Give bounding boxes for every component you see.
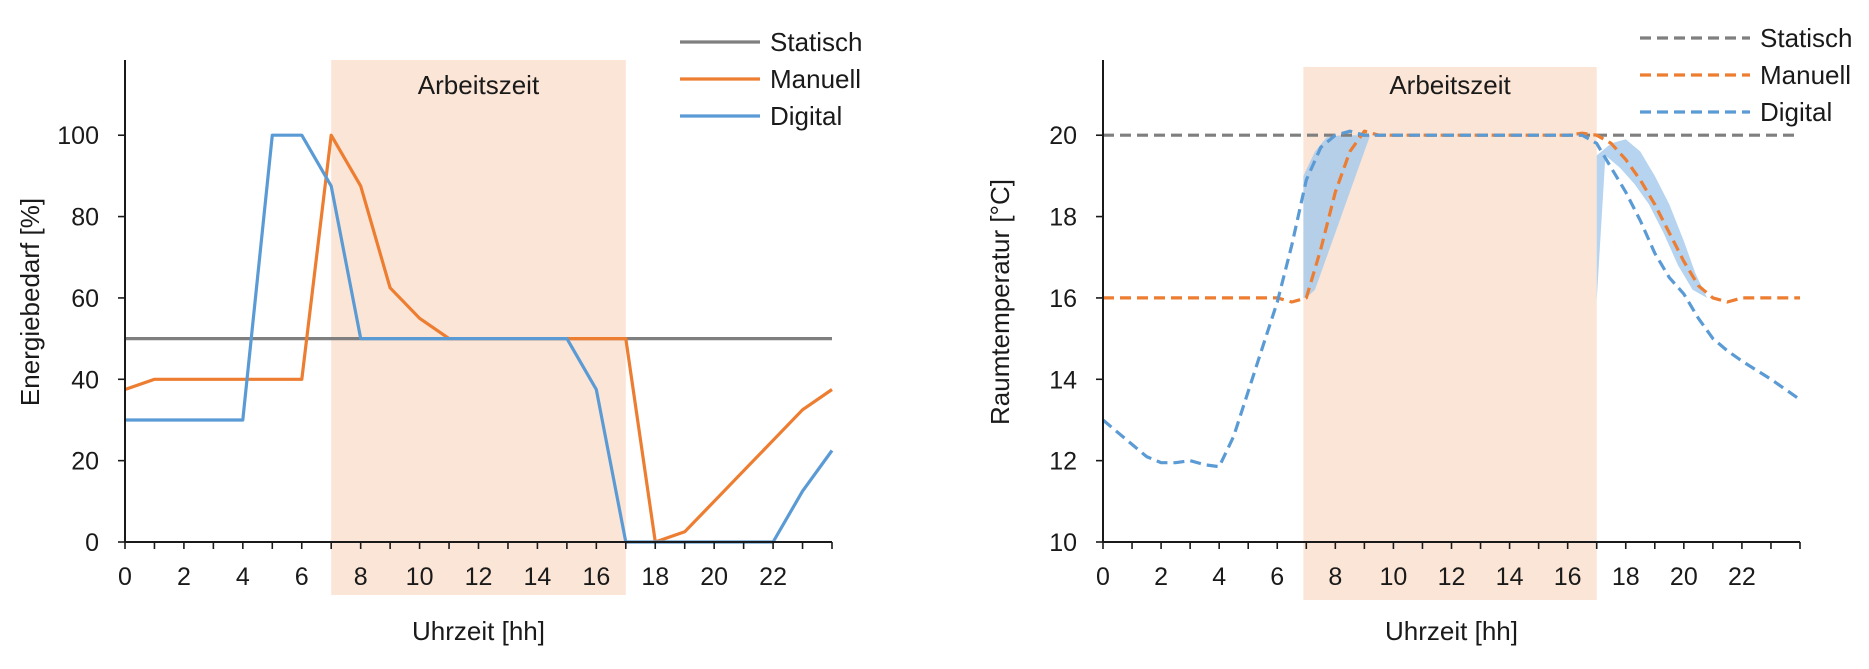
x-axis-label: Uhrzeit [hh]	[412, 616, 545, 646]
x-tick-label: 22	[759, 563, 787, 591]
x-tick-label: 0	[1096, 563, 1110, 591]
shaded-area-1	[1303, 135, 1371, 298]
y-tick-label: 10	[1049, 529, 1077, 557]
y-tick-label: 100	[57, 122, 99, 150]
legend: Statisch Manuell Digital	[680, 27, 863, 131]
y-tick-labels: 0 20 40 60 80 100	[57, 122, 99, 557]
x-tick-label: 22	[1728, 563, 1756, 591]
x-tick-label: 16	[1554, 563, 1582, 591]
shaded-area-2	[1596, 139, 1708, 300]
axes	[1096, 60, 1801, 549]
x-tick-label: 12	[1438, 563, 1466, 591]
legend-label-manuell: Manuell	[1760, 60, 1851, 90]
x-tick-label: 14	[1496, 563, 1524, 591]
y-tick-label: 20	[1049, 122, 1077, 150]
x-tick-label: 0	[118, 563, 132, 591]
x-tick-label: 8	[354, 563, 368, 591]
x-tick-labels: 0 2 4 6 8 10 12 14 16 18 20 22	[118, 563, 787, 591]
legend-label-digital: Digital	[770, 101, 842, 131]
energy-demand-chart: Arbeitszeit 0 2 4 6 8 10 12 14 16 18 20 22 0 20 40 60 8…	[15, 27, 862, 646]
x-tick-label: 20	[700, 563, 728, 591]
x-tick-label: 2	[177, 563, 191, 591]
y-tick-label: 18	[1049, 204, 1077, 232]
x-tick-label: 18	[1612, 563, 1640, 591]
x-tick-label: 10	[406, 563, 434, 591]
x-tick-label: 20	[1670, 563, 1698, 591]
arbeitszeit-band-rect	[331, 60, 626, 595]
x-tick-label: 2	[1154, 563, 1168, 591]
legend-label-digital: Digital	[1760, 97, 1832, 127]
legend-label-statisch: Statisch	[770, 27, 863, 57]
y-tick-label: 14	[1049, 366, 1077, 394]
x-tick-label: 6	[295, 563, 309, 591]
arbeitszeit-band	[331, 60, 626, 595]
y-tick-label: 60	[71, 285, 99, 313]
shaded-difference-areas	[1303, 135, 1708, 300]
legend-label-manuell: Manuell	[770, 64, 861, 94]
legend: Statisch Manuell Digital	[1640, 23, 1853, 127]
x-tick-label: 16	[582, 563, 610, 591]
y-tick-label: 20	[71, 448, 99, 476]
y-tick-label: 0	[85, 529, 99, 557]
x-tick-label: 14	[524, 563, 552, 591]
x-axis-label: Uhrzeit [hh]	[1385, 616, 1518, 646]
y-tick-label: 80	[71, 204, 99, 232]
x-tick-label: 4	[236, 563, 250, 591]
x-tick-label: 18	[641, 563, 669, 591]
y-tick-label: 16	[1049, 285, 1077, 313]
y-axis-label: Energiebedarf [%]	[15, 198, 45, 406]
y-tick-label: 40	[71, 366, 99, 394]
arbeitszeit-label: Arbeitszeit	[1389, 70, 1511, 100]
y-tick-label: 12	[1049, 448, 1077, 476]
arbeitszeit-label: Arbeitszeit	[418, 70, 540, 100]
room-temperature-chart: Arbeitszeit 0 2 4 6 8 10 12 14 16 18 20 22 10 12 14 16…	[985, 23, 1852, 646]
y-tick-labels: 10 12 14 16 18 20	[1049, 122, 1077, 557]
x-tick-label: 4	[1212, 563, 1226, 591]
y-axis-label: Raumtemperatur [°C]	[985, 179, 1015, 425]
x-tick-label: 8	[1328, 563, 1342, 591]
axes	[118, 60, 833, 549]
x-tick-label: 12	[465, 563, 493, 591]
x-tick-labels: 0 2 4 6 8 10 12 14 16 18 20 22	[1096, 563, 1756, 591]
x-tick-label: 6	[1270, 563, 1284, 591]
series-lines	[1101, 129, 1801, 469]
series-line-digital	[1101, 129, 1801, 469]
x-tick-label: 10	[1380, 563, 1408, 591]
legend-label-statisch: Statisch	[1760, 23, 1853, 53]
